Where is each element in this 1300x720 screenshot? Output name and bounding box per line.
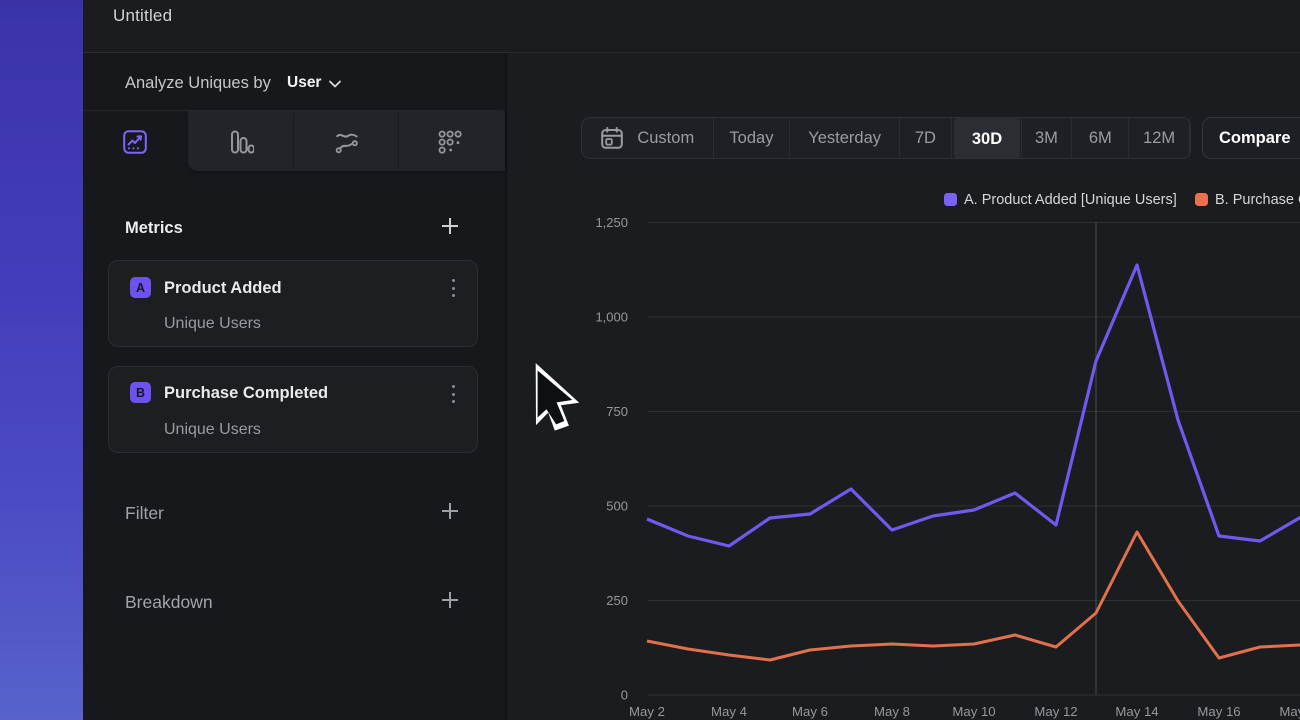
svg-text:May 12: May 12 — [1034, 704, 1077, 719]
svg-text:750: 750 — [606, 404, 628, 419]
svg-text:0: 0 — [621, 688, 628, 703]
svg-text:1,000: 1,000 — [595, 310, 628, 325]
svg-text:May 16: May 16 — [1197, 704, 1240, 719]
svg-text:1,250: 1,250 — [595, 215, 628, 230]
svg-text:500: 500 — [606, 499, 628, 514]
svg-text:May 10: May 10 — [952, 704, 995, 719]
svg-text:250: 250 — [606, 593, 628, 608]
svg-text:May 18: May 18 — [1279, 704, 1300, 719]
svg-text:May 14: May 14 — [1115, 704, 1158, 719]
svg-text:May 2: May 2 — [629, 704, 665, 719]
svg-text:May 4: May 4 — [711, 704, 747, 719]
svg-text:May 8: May 8 — [874, 704, 910, 719]
svg-text:May 6: May 6 — [792, 704, 828, 719]
